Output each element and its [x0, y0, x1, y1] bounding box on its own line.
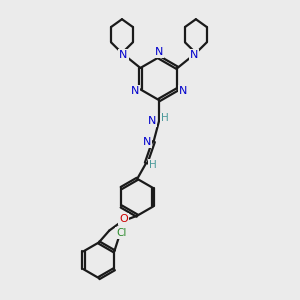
Text: N: N — [148, 116, 157, 127]
Text: N: N — [190, 50, 199, 60]
Text: H: H — [161, 113, 169, 124]
Text: H: H — [149, 160, 157, 170]
Text: Cl: Cl — [116, 228, 126, 238]
Text: N: N — [131, 86, 139, 96]
Text: O: O — [119, 214, 128, 224]
Text: N: N — [143, 137, 151, 147]
Text: N: N — [178, 86, 187, 96]
Text: N: N — [155, 47, 163, 57]
Text: N: N — [119, 50, 128, 60]
